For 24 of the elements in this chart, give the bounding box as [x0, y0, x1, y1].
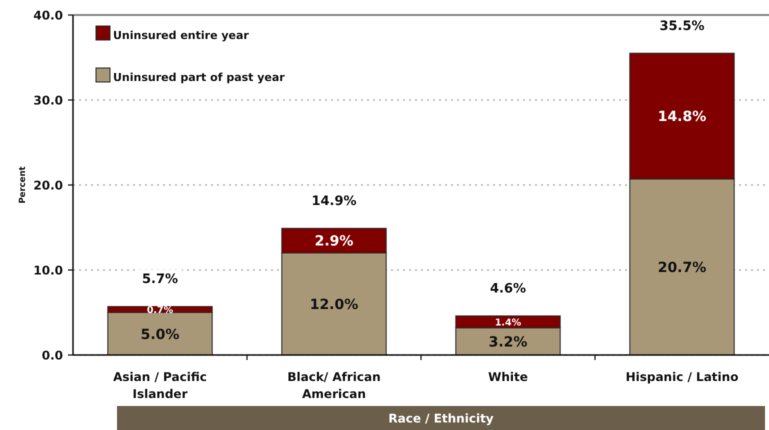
data-label: 14.8% — [658, 109, 706, 126]
x-tick-label: Asian / Pacific Islander — [113, 370, 207, 401]
x-tick-label: Black/ African American — [287, 370, 381, 401]
total-label: 5.7% — [142, 272, 178, 288]
y-tick-label: 10.0 — [33, 263, 63, 278]
total-label: 14.9% — [311, 194, 357, 210]
legend-label: Uninsured entire year — [113, 29, 250, 42]
y-axis-title: Percent — [18, 166, 28, 204]
total-label: 35.5% — [659, 18, 705, 34]
y-tick-label: 20.0 — [33, 178, 63, 192]
data-label: 2.9% — [314, 234, 354, 250]
data-label: 12.0% — [310, 297, 358, 314]
data-label: 20.7% — [658, 260, 706, 276]
x-axis-title: Race / Ethnicity — [388, 411, 494, 426]
y-tick-label: 0.0 — [42, 348, 63, 362]
x-tick-label: White — [488, 370, 528, 384]
data-label: 3.2% — [488, 334, 528, 350]
y-tick-label: 30.0 — [33, 93, 63, 108]
x-tick-label: Hispanic / Latino — [626, 370, 738, 384]
legend-label: Uninsured part of past year — [113, 71, 286, 84]
y-tick-label: 40.0 — [33, 8, 63, 22]
data-label: 5.0% — [140, 326, 180, 343]
total-label: 4.6% — [490, 282, 526, 297]
data-label: 1.4% — [494, 317, 522, 328]
